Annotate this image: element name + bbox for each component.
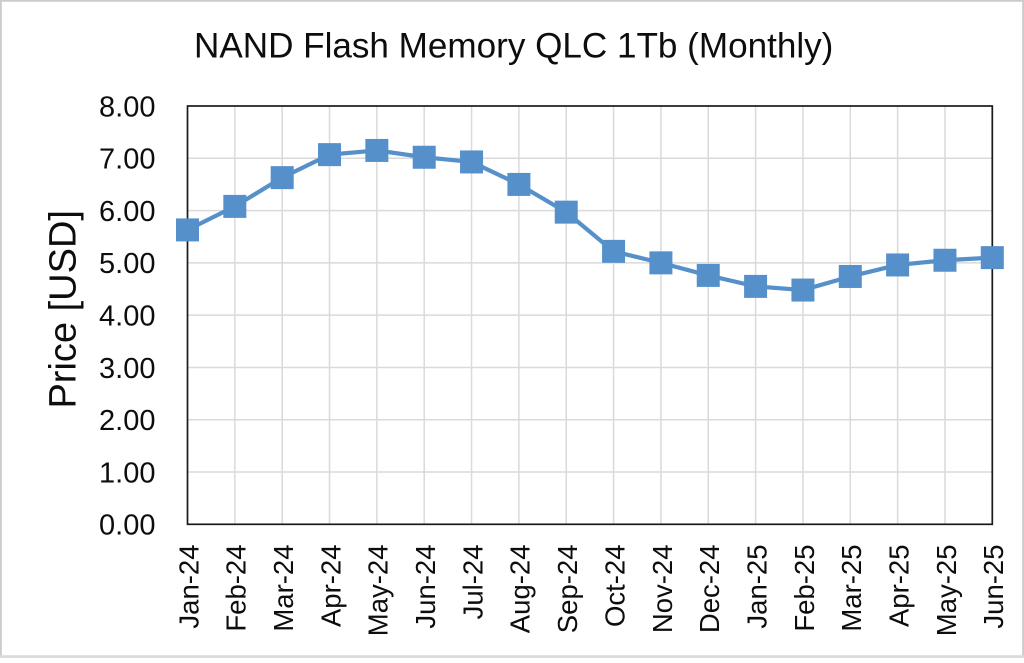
svg-text:Jan-25: Jan-25 xyxy=(741,545,772,629)
svg-text:Oct-24: Oct-24 xyxy=(599,545,630,628)
svg-text:May-25: May-25 xyxy=(931,545,962,637)
svg-text:May-24: May-24 xyxy=(363,545,394,637)
svg-text:Apr-25: Apr-25 xyxy=(883,545,914,628)
svg-text:6.00: 6.00 xyxy=(99,196,155,228)
svg-text:Price [USD]: Price [USD] xyxy=(43,210,85,408)
svg-text:Dec-24: Dec-24 xyxy=(694,545,725,634)
svg-text:Aug-24: Aug-24 xyxy=(505,545,536,634)
svg-text:2.00: 2.00 xyxy=(99,405,155,437)
svg-text:Feb-24: Feb-24 xyxy=(221,545,252,632)
svg-text:NAND Flash Memory QLC 1Tb (Mon: NAND Flash Memory QLC 1Tb (Monthly) xyxy=(194,27,833,66)
svg-text:Apr-24: Apr-24 xyxy=(315,545,346,628)
svg-text:5.00: 5.00 xyxy=(99,248,155,280)
svg-text:Jun-25: Jun-25 xyxy=(978,545,1009,629)
svg-text:Mar-25: Mar-25 xyxy=(836,545,867,632)
svg-text:8.00: 8.00 xyxy=(99,91,155,123)
svg-text:0.00: 0.00 xyxy=(99,510,155,542)
svg-text:Jul-24: Jul-24 xyxy=(457,545,488,620)
svg-text:Jan-24: Jan-24 xyxy=(173,545,204,629)
svg-text:Nov-24: Nov-24 xyxy=(647,545,678,634)
svg-text:Mar-24: Mar-24 xyxy=(268,545,299,632)
svg-text:3.00: 3.00 xyxy=(99,353,155,385)
svg-text:Sep-24: Sep-24 xyxy=(552,545,583,634)
svg-text:1.00: 1.00 xyxy=(99,457,155,489)
svg-text:Jun-24: Jun-24 xyxy=(410,545,441,629)
svg-text:Feb-25: Feb-25 xyxy=(789,545,820,632)
svg-text:4.00: 4.00 xyxy=(99,301,155,333)
svg-text:7.00: 7.00 xyxy=(99,144,155,176)
